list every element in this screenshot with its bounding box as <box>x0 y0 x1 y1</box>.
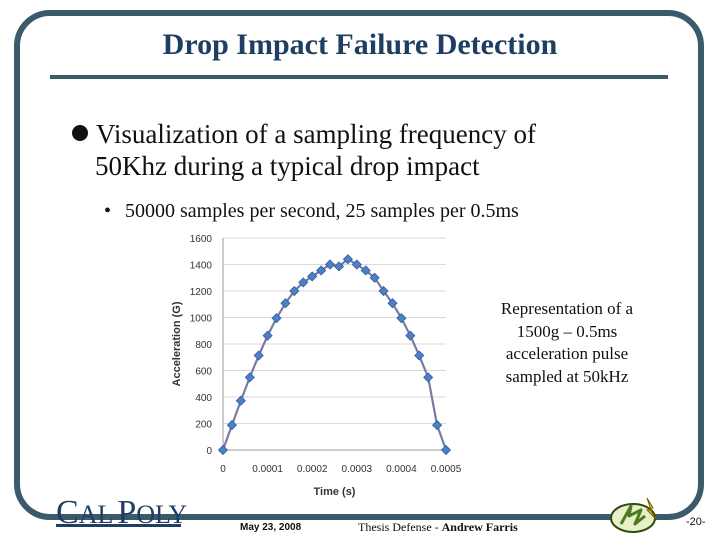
logo-underline <box>56 524 181 527</box>
slide-title: Drop Impact Failure Detection <box>162 28 558 61</box>
caption-line-2: 1500g – 0.5ms <box>516 321 618 341</box>
data-point <box>369 272 380 283</box>
y-tick-label: 1400 <box>190 261 213 272</box>
y-tick-label: 800 <box>195 340 212 351</box>
data-point <box>378 285 389 297</box>
department-badge-icon <box>610 497 658 533</box>
data-point <box>217 444 229 456</box>
y-axis-label: Acceleration (G) <box>171 301 183 386</box>
data-point <box>307 271 318 282</box>
data-point <box>316 265 327 276</box>
data-point <box>253 350 264 361</box>
data-point <box>280 298 291 309</box>
main-bullet-line-2: 50Khz during a typical drop impact <box>95 151 480 181</box>
y-tick-label: 0 <box>206 446 212 457</box>
data-point <box>271 313 282 324</box>
footer-author: Andrew Farris <box>441 520 518 534</box>
y-tick-label: 600 <box>195 367 212 378</box>
bullet-dot-icon <box>72 125 88 141</box>
y-tick-label: 1200 <box>190 287 213 298</box>
data-point <box>387 298 398 309</box>
data-point <box>324 259 336 270</box>
data-point <box>432 420 443 431</box>
x-tick-label: 0.0003 <box>342 464 373 475</box>
data-point <box>235 395 246 406</box>
x-axis-label: Time (s) <box>314 486 356 498</box>
chart-caption: Representation of a 1500g – 0.5ms accele… <box>486 298 648 388</box>
footer-thesis: Thesis Defense - Andrew Farris <box>358 520 518 535</box>
data-point <box>262 330 273 341</box>
sub-bullet-text: 50000 samples per second, 25 samples per… <box>125 200 519 222</box>
logo-letter-p: P <box>117 494 137 531</box>
main-bullet-text: Visualization of a sampling frequency of… <box>95 118 656 182</box>
x-tick-label: 0.0002 <box>297 464 328 475</box>
page-number: -20- <box>686 516 706 528</box>
caption-line-4: sampled at 50kHz <box>505 366 629 386</box>
y-tick-label: 1000 <box>190 314 213 325</box>
data-point <box>342 254 353 265</box>
x-tick-label: 0.0001 <box>252 464 283 475</box>
caption-line-3: acceleration pulse <box>505 344 629 363</box>
title-divider <box>50 75 668 79</box>
footer-thesis-prefix: Thesis Defense - <box>358 520 442 534</box>
x-tick-label: 0.0005 <box>431 464 462 475</box>
y-tick-label: 200 <box>195 420 212 431</box>
data-point <box>414 350 425 361</box>
footer-date: May 23, 2008 <box>240 522 302 533</box>
sub-bullet: • 50000 samples per second, 25 samples pe… <box>104 200 519 223</box>
x-tick-label: 0 <box>220 464 226 475</box>
data-point <box>226 420 237 431</box>
sub-bullet-marker: • <box>104 200 112 222</box>
main-bullet-line-1: Visualization of a sampling frequency of <box>96 119 536 149</box>
data-point <box>333 261 345 272</box>
logo-letter-c: C <box>56 494 79 531</box>
data-point <box>423 372 434 383</box>
data-point <box>244 372 255 383</box>
y-tick-label: 400 <box>195 393 212 404</box>
x-tick-label: 0.0004 <box>386 464 417 475</box>
data-point <box>289 285 300 297</box>
data-point <box>405 330 416 341</box>
data-point <box>351 259 362 270</box>
acceleration-chart: 0 200 400 600 800 1000 1200 1400 1600 0 0.0001 0.00… <box>171 234 462 498</box>
data-point <box>298 277 309 288</box>
data-point <box>360 265 371 276</box>
y-tick-label: 1600 <box>190 234 213 245</box>
data-point <box>396 313 407 324</box>
caption-line-1: Representation of a <box>500 299 634 318</box>
data-point <box>440 444 452 456</box>
